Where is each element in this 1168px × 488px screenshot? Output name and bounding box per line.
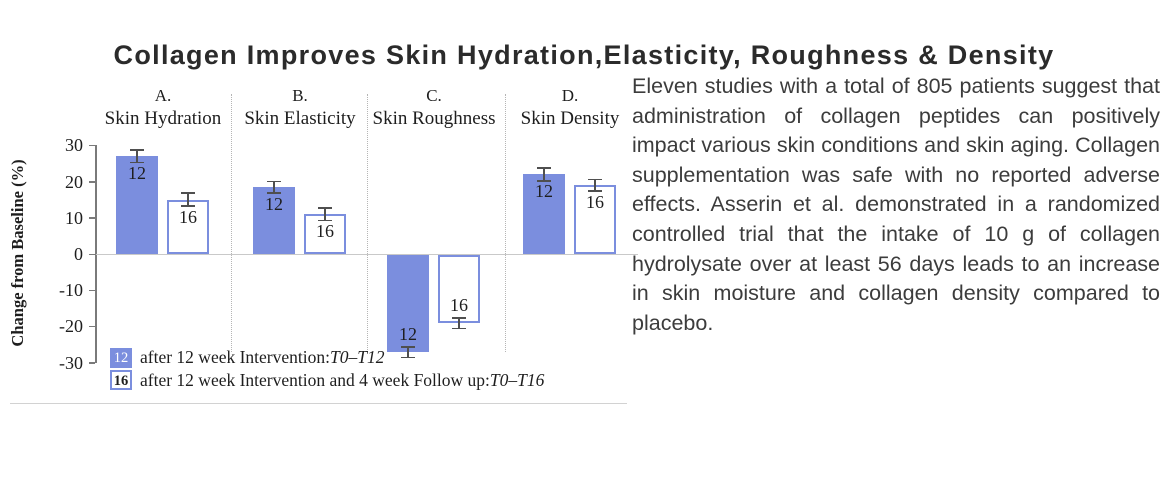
y-tick-mark	[89, 144, 95, 147]
error-bar-stem	[594, 178, 596, 192]
error-bar-stem	[273, 180, 275, 194]
error-bar-stem	[136, 149, 138, 164]
bar-value-label-12-skin-roughness: 12	[399, 324, 417, 345]
bar-12-skin-hydration	[116, 156, 158, 254]
summary-paragraph: Eleven studies with a total of 805 patie…	[632, 74, 1160, 335]
bar-value-label-16-skin-elasticity: 16	[316, 221, 334, 242]
y-tick-label: 10	[65, 207, 83, 228]
y-tick-mark	[89, 217, 95, 219]
y-tick-label: -10	[59, 280, 83, 301]
y-tick-mark	[89, 325, 95, 328]
error-bar-16-skin-hydration	[181, 192, 195, 207]
y-tick-label: 30	[65, 135, 83, 156]
legend-period-16: T0–T16	[489, 369, 545, 390]
y-tick-mark	[89, 362, 95, 364]
bar-value-label-12-skin-hydration: 12	[128, 163, 146, 184]
legend-swatch-16: 16	[110, 370, 132, 390]
panel-letter-skin-hydration: A.	[154, 86, 172, 105]
legend-item-12: 12 after 12 week Intervention: T0–T12	[110, 347, 385, 368]
y-tick-label: 0	[74, 244, 83, 264]
bar-12-skin-roughness	[387, 254, 429, 353]
y-tick-mark	[89, 289, 95, 292]
y-tick-label: -30	[59, 352, 83, 373]
bar-value-label-16-skin-roughness: 16	[450, 295, 468, 316]
panel-letter-skin-elasticity: B.	[292, 86, 308, 105]
panel-separator	[505, 94, 506, 352]
error-bar-stem	[324, 207, 326, 222]
bar-16-skin-hydration	[167, 199, 209, 254]
error-bar-12-skin-density	[537, 167, 551, 182]
figure-bottom-border	[10, 403, 627, 404]
error-bar-stem	[187, 192, 189, 207]
error-bar-12-skin-roughness	[401, 346, 415, 359]
bar-value-label-12-skin-elasticity: 12	[265, 194, 283, 215]
legend-label-12: after 12 week Intervention: T0–T12	[140, 347, 385, 367]
y-axis-line	[95, 145, 97, 363]
error-bar-stem	[543, 167, 545, 182]
bar-12-skin-elasticity	[253, 187, 295, 254]
infographic-title: Collagen Improves Skin Hydration,Elastic…	[113, 40, 1055, 70]
panel-title-skin-roughness: Skin Roughness	[372, 108, 496, 129]
panel-letter-skin-roughness: C.	[426, 86, 442, 105]
panel-separator	[367, 94, 368, 352]
y-axis-label: Change from Baseline (%)	[8, 159, 27, 347]
panel-title-skin-elasticity: Skin Elasticity	[244, 108, 356, 129]
bar-16-skin-roughness	[438, 254, 480, 324]
bar-value-label-16-skin-hydration: 16	[179, 206, 197, 227]
legend-period-12: T0–T12	[330, 347, 385, 367]
panel-separator	[231, 94, 232, 352]
y-tick-mark	[89, 181, 95, 183]
y-tick-label: 20	[65, 171, 83, 192]
legend-label-16: after 12 week Intervention and 4 week Fo…	[140, 369, 545, 390]
panel-title-skin-hydration: Skin Hydration	[104, 108, 222, 129]
bar-12-skin-density	[523, 174, 565, 254]
error-bar-12-skin-elasticity	[267, 180, 281, 194]
legend-swatch-12: 12	[110, 347, 132, 368]
legend-item-16: 16 after 12 week Intervention and 4 week …	[110, 369, 545, 391]
panel-title-skin-density: Skin Density	[520, 108, 620, 129]
error-bar-16-skin-roughness	[452, 317, 466, 330]
error-bar-16-skin-density	[588, 178, 602, 192]
y-tick-mark	[89, 253, 95, 255]
panel-letter-skin-density: D.	[561, 86, 579, 105]
error-bar-12-skin-hydration	[130, 149, 144, 164]
bar-value-label-12-skin-density: 12	[535, 181, 553, 202]
y-tick-label: -20	[59, 316, 83, 337]
error-bar-stem	[407, 346, 409, 359]
bar-value-label-16-skin-density: 16	[586, 192, 604, 213]
error-bar-stem	[458, 317, 460, 330]
error-bar-16-skin-elasticity	[318, 207, 332, 222]
